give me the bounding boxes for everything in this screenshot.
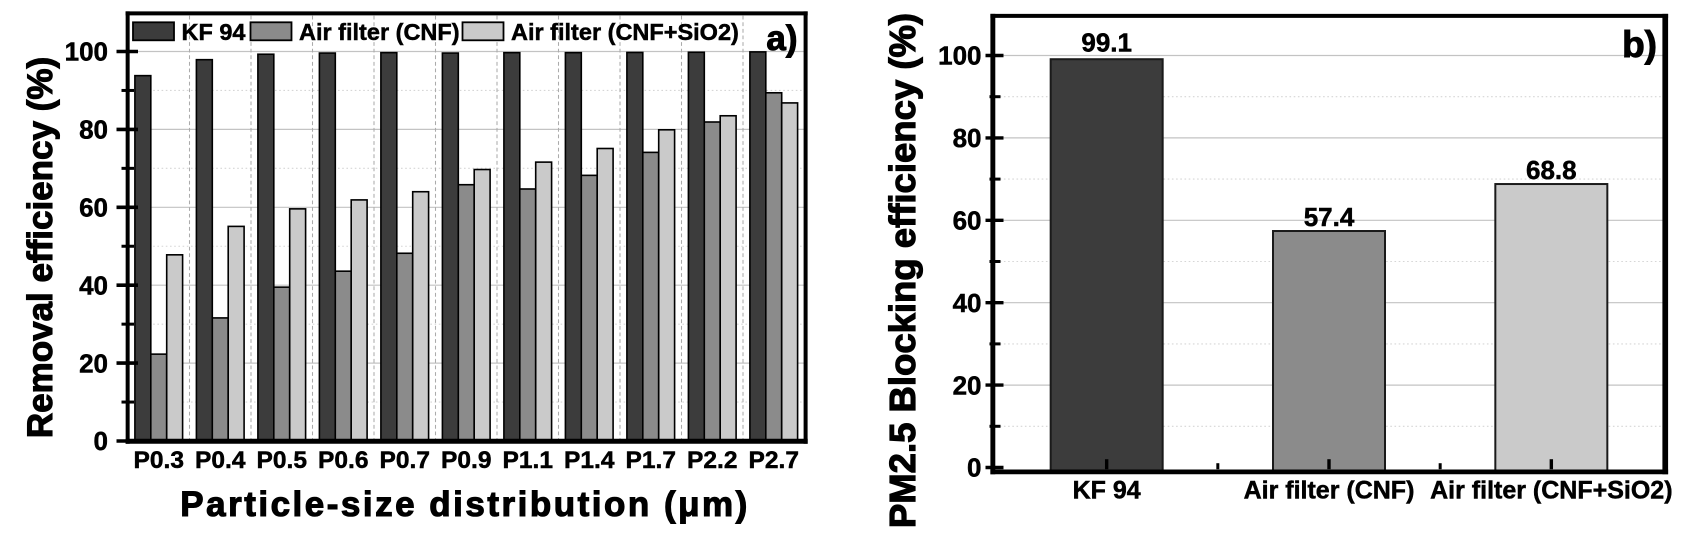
svg-text:P1.1: P1.1	[503, 447, 553, 474]
svg-text:PM2.5 Blocking efficiency (%): PM2.5 Blocking efficiency (%)	[882, 13, 923, 528]
svg-text:a): a)	[766, 19, 797, 58]
svg-text:99.1: 99.1	[1081, 28, 1132, 58]
svg-text:P1.7: P1.7	[626, 447, 676, 474]
svg-text:40: 40	[79, 270, 108, 300]
svg-text:57.4: 57.4	[1304, 202, 1355, 232]
svg-text:40: 40	[953, 288, 982, 318]
svg-text:68.8: 68.8	[1526, 155, 1577, 185]
svg-text:P2.2: P2.2	[687, 447, 737, 474]
svg-text:Removal efficiency (%): Removal efficiency (%)	[21, 57, 60, 438]
svg-text:Particle-size distribution (μm: Particle-size distribution (μm)	[180, 485, 750, 524]
svg-text:P2.7: P2.7	[749, 447, 799, 474]
svg-text:P0.4: P0.4	[195, 447, 246, 474]
svg-text:KF 94: KF 94	[182, 19, 246, 45]
svg-text:KF 94: KF 94	[1073, 477, 1141, 505]
svg-text:P0.7: P0.7	[380, 447, 430, 474]
svg-text:P1.4: P1.4	[564, 447, 615, 474]
svg-text:80: 80	[79, 115, 108, 145]
svg-text:b): b)	[1622, 24, 1657, 65]
svg-text:Air filter (CNF): Air filter (CNF)	[1244, 477, 1415, 505]
svg-text:80: 80	[953, 123, 982, 153]
svg-text:P0.9: P0.9	[441, 447, 491, 474]
svg-text:P0.6: P0.6	[318, 447, 368, 474]
svg-text:60: 60	[79, 193, 108, 223]
svg-text:Air filter (CNF+SiO2): Air filter (CNF+SiO2)	[511, 19, 739, 45]
svg-text:60: 60	[953, 206, 982, 236]
svg-text:Air filter (CNF+SiO2): Air filter (CNF+SiO2)	[1430, 477, 1672, 505]
svg-text:100: 100	[65, 37, 108, 67]
svg-text:100: 100	[938, 41, 981, 71]
svg-text:0: 0	[94, 426, 108, 456]
svg-text:Air filter (CNF): Air filter (CNF)	[299, 19, 460, 45]
svg-text:P0.5: P0.5	[257, 447, 307, 474]
svg-text:0: 0	[967, 453, 981, 483]
svg-text:20: 20	[953, 370, 982, 400]
svg-text:P0.3: P0.3	[134, 447, 184, 474]
svg-text:20: 20	[79, 348, 108, 378]
